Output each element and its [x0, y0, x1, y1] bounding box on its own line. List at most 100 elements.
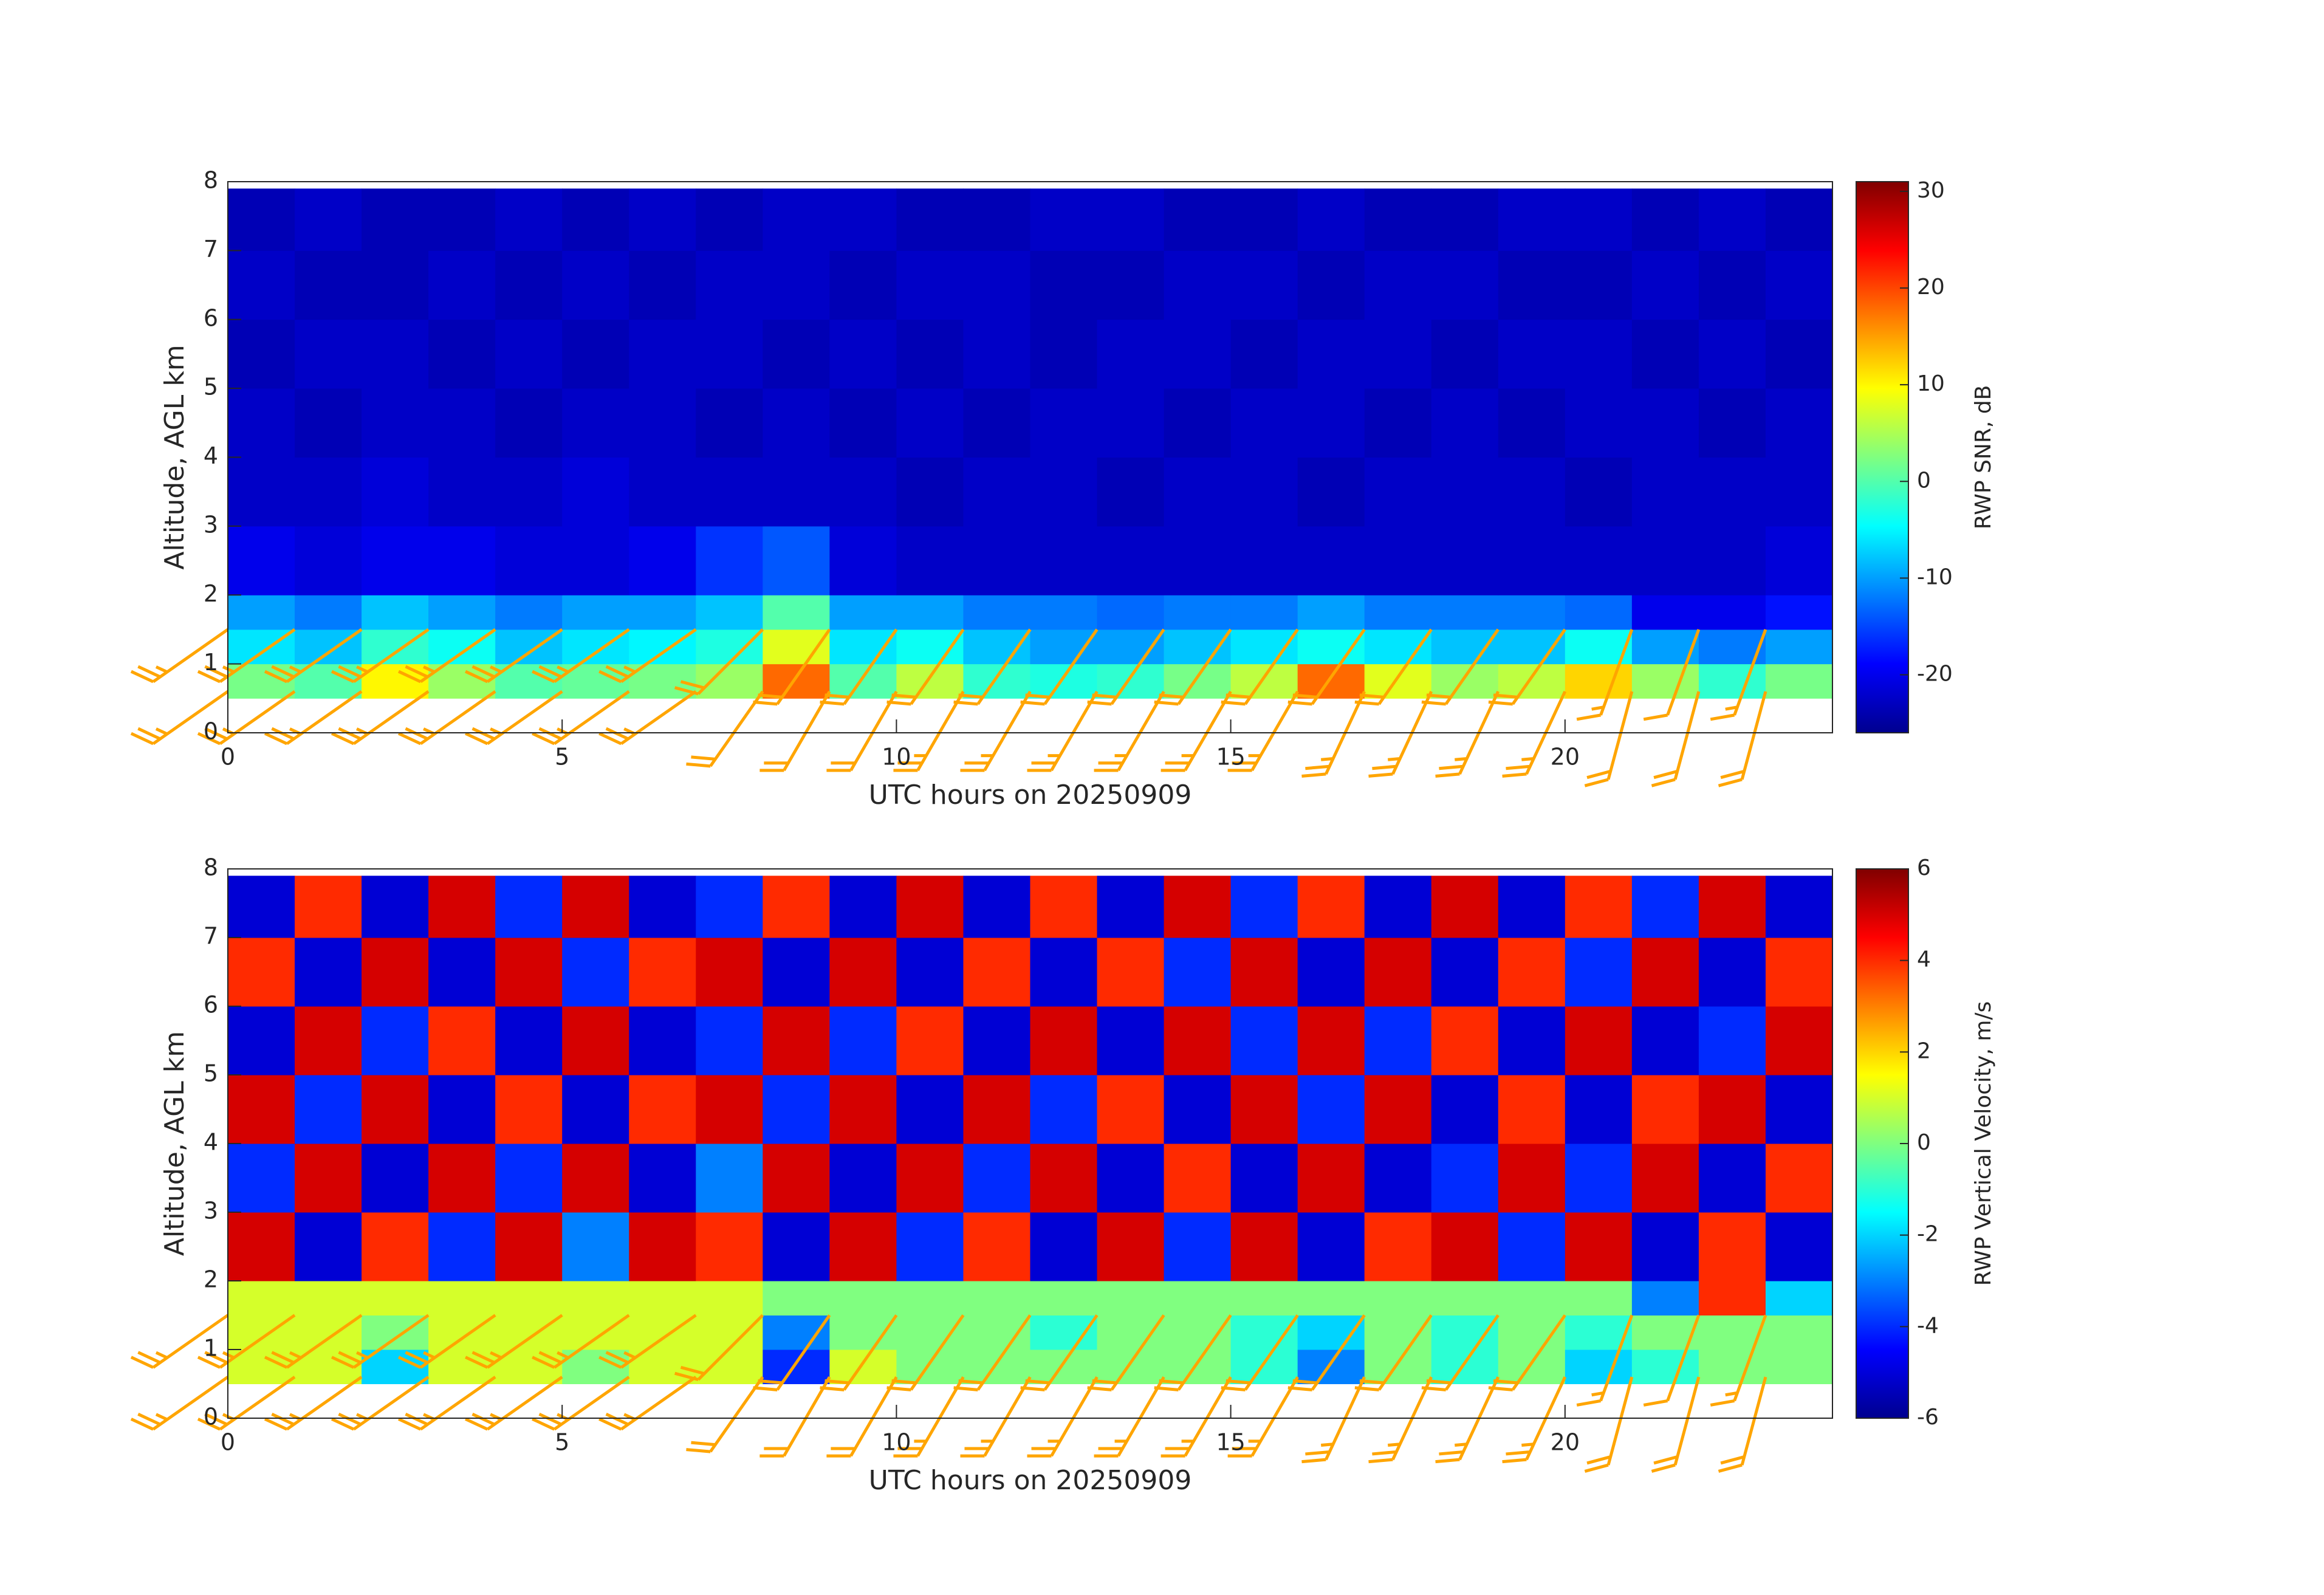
heatmap-cell	[1230, 1350, 1298, 1384]
heatmap-cell	[1698, 1350, 1766, 1384]
heatmap-cell	[629, 1281, 696, 1315]
heatmap-cell	[1364, 629, 1432, 665]
y-tick-label: 2	[204, 1266, 218, 1293]
wind-barb	[465, 690, 563, 746]
heatmap-cell	[1097, 188, 1165, 251]
heatmap-cell	[562, 388, 629, 458]
heatmap-cell	[495, 1006, 563, 1075]
heatmap-cell	[1765, 1350, 1833, 1384]
heatmap-cell	[1364, 876, 1432, 938]
wind-barb	[598, 690, 697, 746]
heatmap-cell	[1230, 250, 1298, 320]
heatmap-cell	[1230, 1281, 1298, 1315]
heatmap-cell	[1698, 388, 1766, 458]
wind-barb	[1087, 628, 1165, 706]
heatmap-cell	[1364, 526, 1432, 595]
colorbar-label: RWP Vertical Velocity, m/s	[1971, 1001, 1996, 1286]
y-tick-label: 5	[204, 1060, 218, 1087]
heatmap-cell	[696, 1144, 763, 1213]
heatmap-cell	[1765, 250, 1833, 320]
x-tick-label: 5	[555, 744, 569, 770]
heatmap-cell	[1030, 1281, 1098, 1315]
heatmap-cell	[1230, 876, 1298, 938]
y-tick-label: 8	[204, 167, 218, 194]
x-tick-label: 0	[221, 744, 235, 770]
heatmap-cell	[1498, 1281, 1566, 1315]
wind-barb	[397, 1376, 496, 1431]
heatmap-cell	[1164, 526, 1232, 595]
wind-barb	[465, 628, 563, 684]
heatmap-cell	[1431, 457, 1499, 527]
heatmap-cell	[1431, 1075, 1499, 1144]
heatmap-cell	[963, 1315, 1030, 1350]
heatmap-cell	[1631, 664, 1699, 699]
heatmap-cell	[1097, 876, 1165, 938]
heatmap-cell	[562, 876, 629, 938]
heatmap-cell	[362, 1075, 429, 1144]
heatmap-cell	[1498, 876, 1566, 938]
heatmap-cell	[228, 938, 295, 1007]
heatmap-cell	[1230, 1315, 1298, 1350]
wind-barb	[197, 1314, 296, 1369]
heatmap-cell	[963, 1075, 1030, 1144]
heatmap-cell	[562, 595, 629, 630]
heatmap-cell	[1230, 188, 1298, 251]
heatmap-cell	[295, 526, 362, 595]
heatmap-cell	[1364, 1350, 1432, 1384]
wind-barb	[1094, 690, 1165, 772]
heatmap-cell	[295, 1006, 362, 1075]
colorbar-tick-label: 4	[1917, 947, 1931, 972]
heatmap-cell	[1698, 457, 1766, 527]
heatmap-cell	[295, 250, 362, 320]
heatmap-cell	[1364, 188, 1432, 251]
heatmap-cell	[1097, 1350, 1165, 1384]
heatmap-cell	[829, 1075, 897, 1144]
heatmap-cell	[629, 1212, 696, 1281]
heatmap-cell	[1097, 250, 1165, 320]
heatmap-cell	[1364, 1212, 1432, 1281]
heatmap-cell	[1030, 188, 1098, 251]
heatmap-cell	[362, 595, 429, 630]
heatmap-cell	[1297, 1006, 1365, 1075]
heatmap-cell	[1030, 250, 1098, 320]
heatmap-cell	[1431, 1350, 1499, 1384]
heatmap-cell	[629, 1075, 696, 1144]
heatmap-cell	[362, 1212, 429, 1281]
heatmap-cell	[963, 1212, 1030, 1281]
wind-barb	[331, 1314, 430, 1369]
heatmap-cell	[1565, 526, 1633, 595]
heatmap-cell	[295, 1212, 362, 1281]
heatmap-cell	[1765, 1144, 1833, 1213]
heatmap-cell	[1164, 1212, 1232, 1281]
heatmap-cell	[763, 1315, 830, 1350]
heatmap-cell	[1164, 1350, 1232, 1384]
heatmap-cell	[1631, 938, 1699, 1007]
heatmap-cell	[495, 526, 563, 595]
heatmap-cell	[428, 595, 496, 630]
heatmap-cell	[963, 1281, 1030, 1315]
wind-barb	[465, 1314, 563, 1369]
heatmap-cell	[896, 388, 964, 458]
heatmap-cell	[428, 388, 496, 458]
heatmap-cell	[1565, 319, 1633, 389]
heatmap-cell	[1097, 938, 1165, 1007]
heatmap-cell	[1698, 1144, 1766, 1213]
heatmap-cell	[228, 250, 295, 320]
heatmap-cell	[1164, 876, 1232, 938]
colorbar-tick-label: 0	[1917, 468, 1931, 493]
heatmap-cell	[295, 876, 362, 938]
heatmap-cell	[1631, 595, 1699, 630]
heatmap	[228, 876, 1833, 1384]
heatmap-cell	[1431, 876, 1499, 938]
heatmap-cell	[1097, 1144, 1165, 1213]
heatmap-cell	[428, 1212, 496, 1281]
heatmap-cell	[1698, 938, 1766, 1007]
wind-barb	[826, 1376, 898, 1458]
wind-barb	[1710, 629, 1767, 721]
heatmap-cell	[1097, 526, 1165, 595]
heatmap-cell	[228, 188, 295, 251]
heatmap-cell	[963, 664, 1030, 699]
heatmap-cell	[763, 526, 830, 595]
wind-barb	[1651, 1376, 1701, 1473]
